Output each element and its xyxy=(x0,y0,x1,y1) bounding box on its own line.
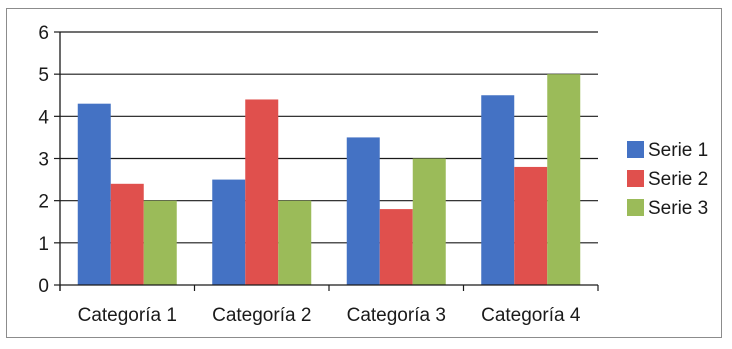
bar xyxy=(379,209,413,285)
x-tick-label: Categoría 3 xyxy=(347,305,446,326)
x-tick-label: Categoría 2 xyxy=(212,305,311,326)
y-tick-label: 3 xyxy=(38,150,49,171)
y-tick-label: 2 xyxy=(38,192,49,213)
legend-label: Serie 1 xyxy=(648,140,708,161)
x-tick-label: Categoría 1 xyxy=(78,305,177,326)
bar xyxy=(212,179,246,285)
bar xyxy=(278,200,312,285)
bar xyxy=(110,183,144,285)
y-tick-label: 4 xyxy=(38,107,49,128)
y-tick-label: 0 xyxy=(38,276,49,297)
bar xyxy=(412,158,446,285)
bar xyxy=(514,166,548,285)
legend-label: Serie 2 xyxy=(648,169,708,190)
legend-label: Serie 3 xyxy=(648,198,708,219)
legend-swatch xyxy=(627,199,644,216)
legend-swatch xyxy=(627,141,644,158)
bar xyxy=(346,137,380,285)
bar xyxy=(547,74,581,286)
legend-swatch xyxy=(627,170,644,187)
y-tick-label: 1 xyxy=(38,234,49,255)
y-tick-label: 5 xyxy=(38,65,49,86)
x-tick-label: Categoría 4 xyxy=(481,305,581,326)
bar xyxy=(143,200,177,285)
bar xyxy=(77,103,111,285)
bar xyxy=(481,95,515,285)
y-tick-label: 6 xyxy=(38,23,49,44)
bar xyxy=(245,99,279,285)
